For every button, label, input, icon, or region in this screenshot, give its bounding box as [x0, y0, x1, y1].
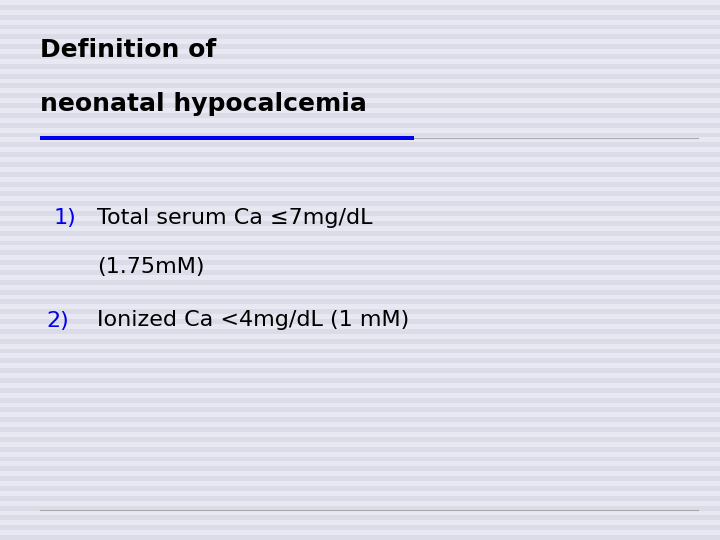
- Text: 2): 2): [47, 310, 70, 330]
- Bar: [0, 270, 720, 275]
- Bar: [0, 378, 720, 383]
- Bar: [0, 368, 720, 373]
- Bar: [0, 103, 720, 108]
- Bar: [0, 24, 720, 30]
- Bar: [0, 240, 720, 246]
- Bar: [0, 35, 720, 39]
- Bar: [0, 123, 720, 127]
- Bar: [0, 447, 720, 451]
- Bar: [0, 319, 720, 324]
- Bar: [0, 397, 720, 402]
- Text: (1.75mM): (1.75mM): [97, 256, 204, 276]
- Bar: [0, 201, 720, 206]
- Bar: [0, 5, 720, 10]
- Bar: [0, 44, 720, 49]
- Bar: [0, 525, 720, 530]
- Bar: [40, 136, 414, 140]
- Bar: [0, 388, 720, 393]
- Bar: [0, 73, 720, 78]
- Bar: [0, 162, 720, 167]
- Bar: [0, 505, 720, 510]
- Bar: [0, 132, 720, 138]
- Bar: [0, 260, 720, 265]
- Text: Definition of: Definition of: [40, 38, 216, 62]
- Bar: [0, 408, 720, 413]
- Bar: [0, 113, 720, 118]
- Bar: [0, 486, 720, 491]
- Bar: [0, 300, 720, 305]
- Bar: [0, 143, 720, 147]
- Bar: [0, 456, 720, 462]
- Text: 1): 1): [54, 208, 77, 228]
- Bar: [0, 15, 720, 19]
- Bar: [0, 417, 720, 422]
- Bar: [0, 535, 720, 540]
- Bar: [0, 339, 720, 343]
- Bar: [0, 348, 720, 354]
- Bar: [0, 329, 720, 334]
- Bar: [0, 54, 720, 59]
- Bar: [0, 280, 720, 285]
- Bar: [0, 231, 720, 235]
- Bar: [0, 476, 720, 481]
- Bar: [0, 516, 720, 521]
- Bar: [0, 251, 720, 255]
- Bar: [0, 172, 720, 177]
- Bar: [0, 93, 720, 98]
- Bar: [0, 309, 720, 314]
- Bar: [0, 467, 720, 471]
- Text: Total serum Ca ≤7mg/dL: Total serum Ca ≤7mg/dL: [97, 208, 373, 228]
- Bar: [0, 289, 720, 294]
- Bar: [0, 64, 720, 69]
- Bar: [0, 152, 720, 157]
- Bar: [0, 437, 720, 442]
- Text: Ionized Ca <4mg/dL (1 mM): Ionized Ca <4mg/dL (1 mM): [97, 310, 410, 330]
- Bar: [0, 359, 720, 363]
- Bar: [0, 496, 720, 501]
- Bar: [0, 181, 720, 186]
- Bar: [0, 192, 720, 197]
- Text: neonatal hypocalcemia: neonatal hypocalcemia: [40, 92, 366, 116]
- Bar: [0, 211, 720, 216]
- Bar: [0, 84, 720, 89]
- Bar: [0, 221, 720, 226]
- Bar: [0, 427, 720, 432]
